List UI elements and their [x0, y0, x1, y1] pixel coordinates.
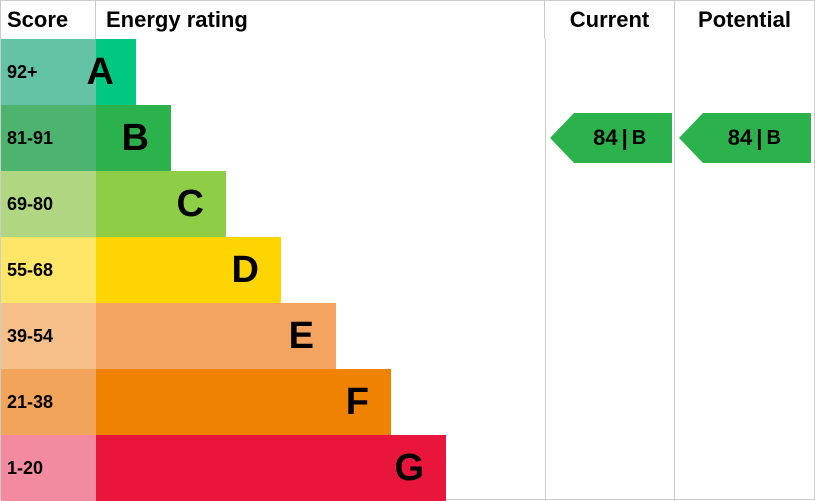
band-bar-g: G [96, 435, 446, 501]
band-score-c: 69-80 [1, 171, 96, 237]
potential-grade-letter: B [766, 127, 780, 150]
band-bar-a: A [96, 39, 136, 105]
header-score: Score [1, 1, 96, 39]
band-bar-b: B [96, 105, 171, 171]
current-column: 84|B [545, 39, 675, 501]
band-bar-c: C [96, 171, 226, 237]
band-letter-g: G [394, 449, 424, 487]
current-value: 84|B [574, 113, 672, 163]
current-arrow: 84|B [550, 113, 672, 163]
header-row: Score Energy rating Current Potential [1, 1, 814, 39]
potential-column: 84|B [674, 39, 814, 501]
band-letter-e: E [289, 317, 314, 355]
bands-area: 92+A81-91B69-80C55-68D39-54E21-38F1-20G [1, 39, 545, 501]
band-score-e: 39-54 [1, 303, 96, 369]
band-letter-d: D [232, 251, 259, 289]
arrow-head-icon [550, 113, 574, 163]
header-rating: Energy rating [96, 1, 544, 39]
header-current: Current [544, 1, 674, 39]
band-letter-b: B [122, 119, 149, 157]
band-bar-e: E [96, 303, 336, 369]
band-score-a: 92+ [1, 39, 96, 105]
band-letter-c: C [177, 185, 204, 223]
band-bar-f: F [96, 369, 391, 435]
separator: | [622, 125, 628, 151]
band-letter-f: F [346, 383, 369, 421]
band-score-d: 55-68 [1, 237, 96, 303]
header-potential: Potential [674, 1, 814, 39]
chart-body: 92+A81-91B69-80C55-68D39-54E21-38F1-20G … [1, 39, 814, 501]
arrow-head-icon [679, 113, 703, 163]
separator: | [756, 125, 762, 151]
band-score-g: 1-20 [1, 435, 96, 501]
band-score-f: 21-38 [1, 369, 96, 435]
potential-score-number: 84 [728, 125, 752, 151]
energy-rating-chart: Score Energy rating Current Potential 92… [0, 0, 815, 500]
band-score-b: 81-91 [1, 105, 96, 171]
potential-value: 84|B [703, 113, 811, 163]
band-bar-d: D [96, 237, 281, 303]
potential-arrow: 84|B [679, 113, 811, 163]
current-grade-letter: B [632, 127, 646, 150]
current-score-number: 84 [593, 125, 617, 151]
band-letter-a: A [87, 53, 114, 91]
